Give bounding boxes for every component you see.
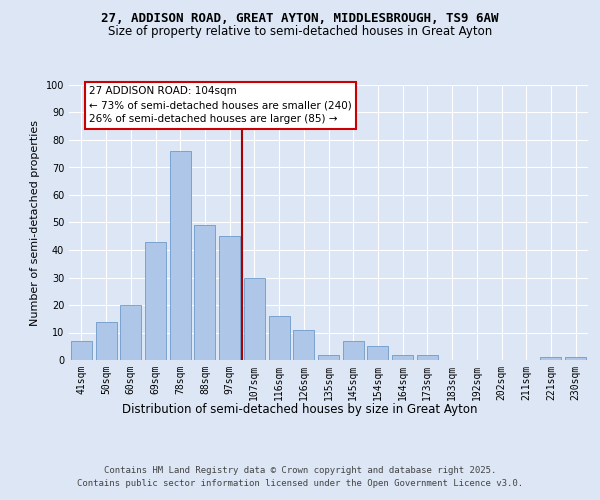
Bar [392,354,413,360]
Bar [269,316,290,360]
Text: 27 ADDISON ROAD: 104sqm
← 73% of semi-detached houses are smaller (240)
26% of s: 27 ADDISON ROAD: 104sqm ← 73% of semi-de… [89,86,352,124]
Bar [565,357,586,360]
Bar [367,346,388,360]
Bar [417,354,438,360]
Y-axis label: Number of semi-detached properties: Number of semi-detached properties [30,120,40,326]
Bar [541,357,562,360]
Bar [219,236,240,360]
Bar [71,341,92,360]
Text: Contains HM Land Registry data © Crown copyright and database right 2025.: Contains HM Land Registry data © Crown c… [104,466,496,475]
Bar [194,225,215,360]
Bar [318,354,339,360]
Bar [95,322,116,360]
Text: 27, ADDISON ROAD, GREAT AYTON, MIDDLESBROUGH, TS9 6AW: 27, ADDISON ROAD, GREAT AYTON, MIDDLESBR… [101,12,499,26]
Bar [170,151,191,360]
Bar [293,330,314,360]
Bar [343,341,364,360]
Text: Size of property relative to semi-detached houses in Great Ayton: Size of property relative to semi-detach… [108,25,492,38]
Bar [244,278,265,360]
Text: Distribution of semi-detached houses by size in Great Ayton: Distribution of semi-detached houses by … [122,402,478,415]
Text: Contains public sector information licensed under the Open Government Licence v3: Contains public sector information licen… [77,478,523,488]
Bar [120,305,141,360]
Bar [145,242,166,360]
